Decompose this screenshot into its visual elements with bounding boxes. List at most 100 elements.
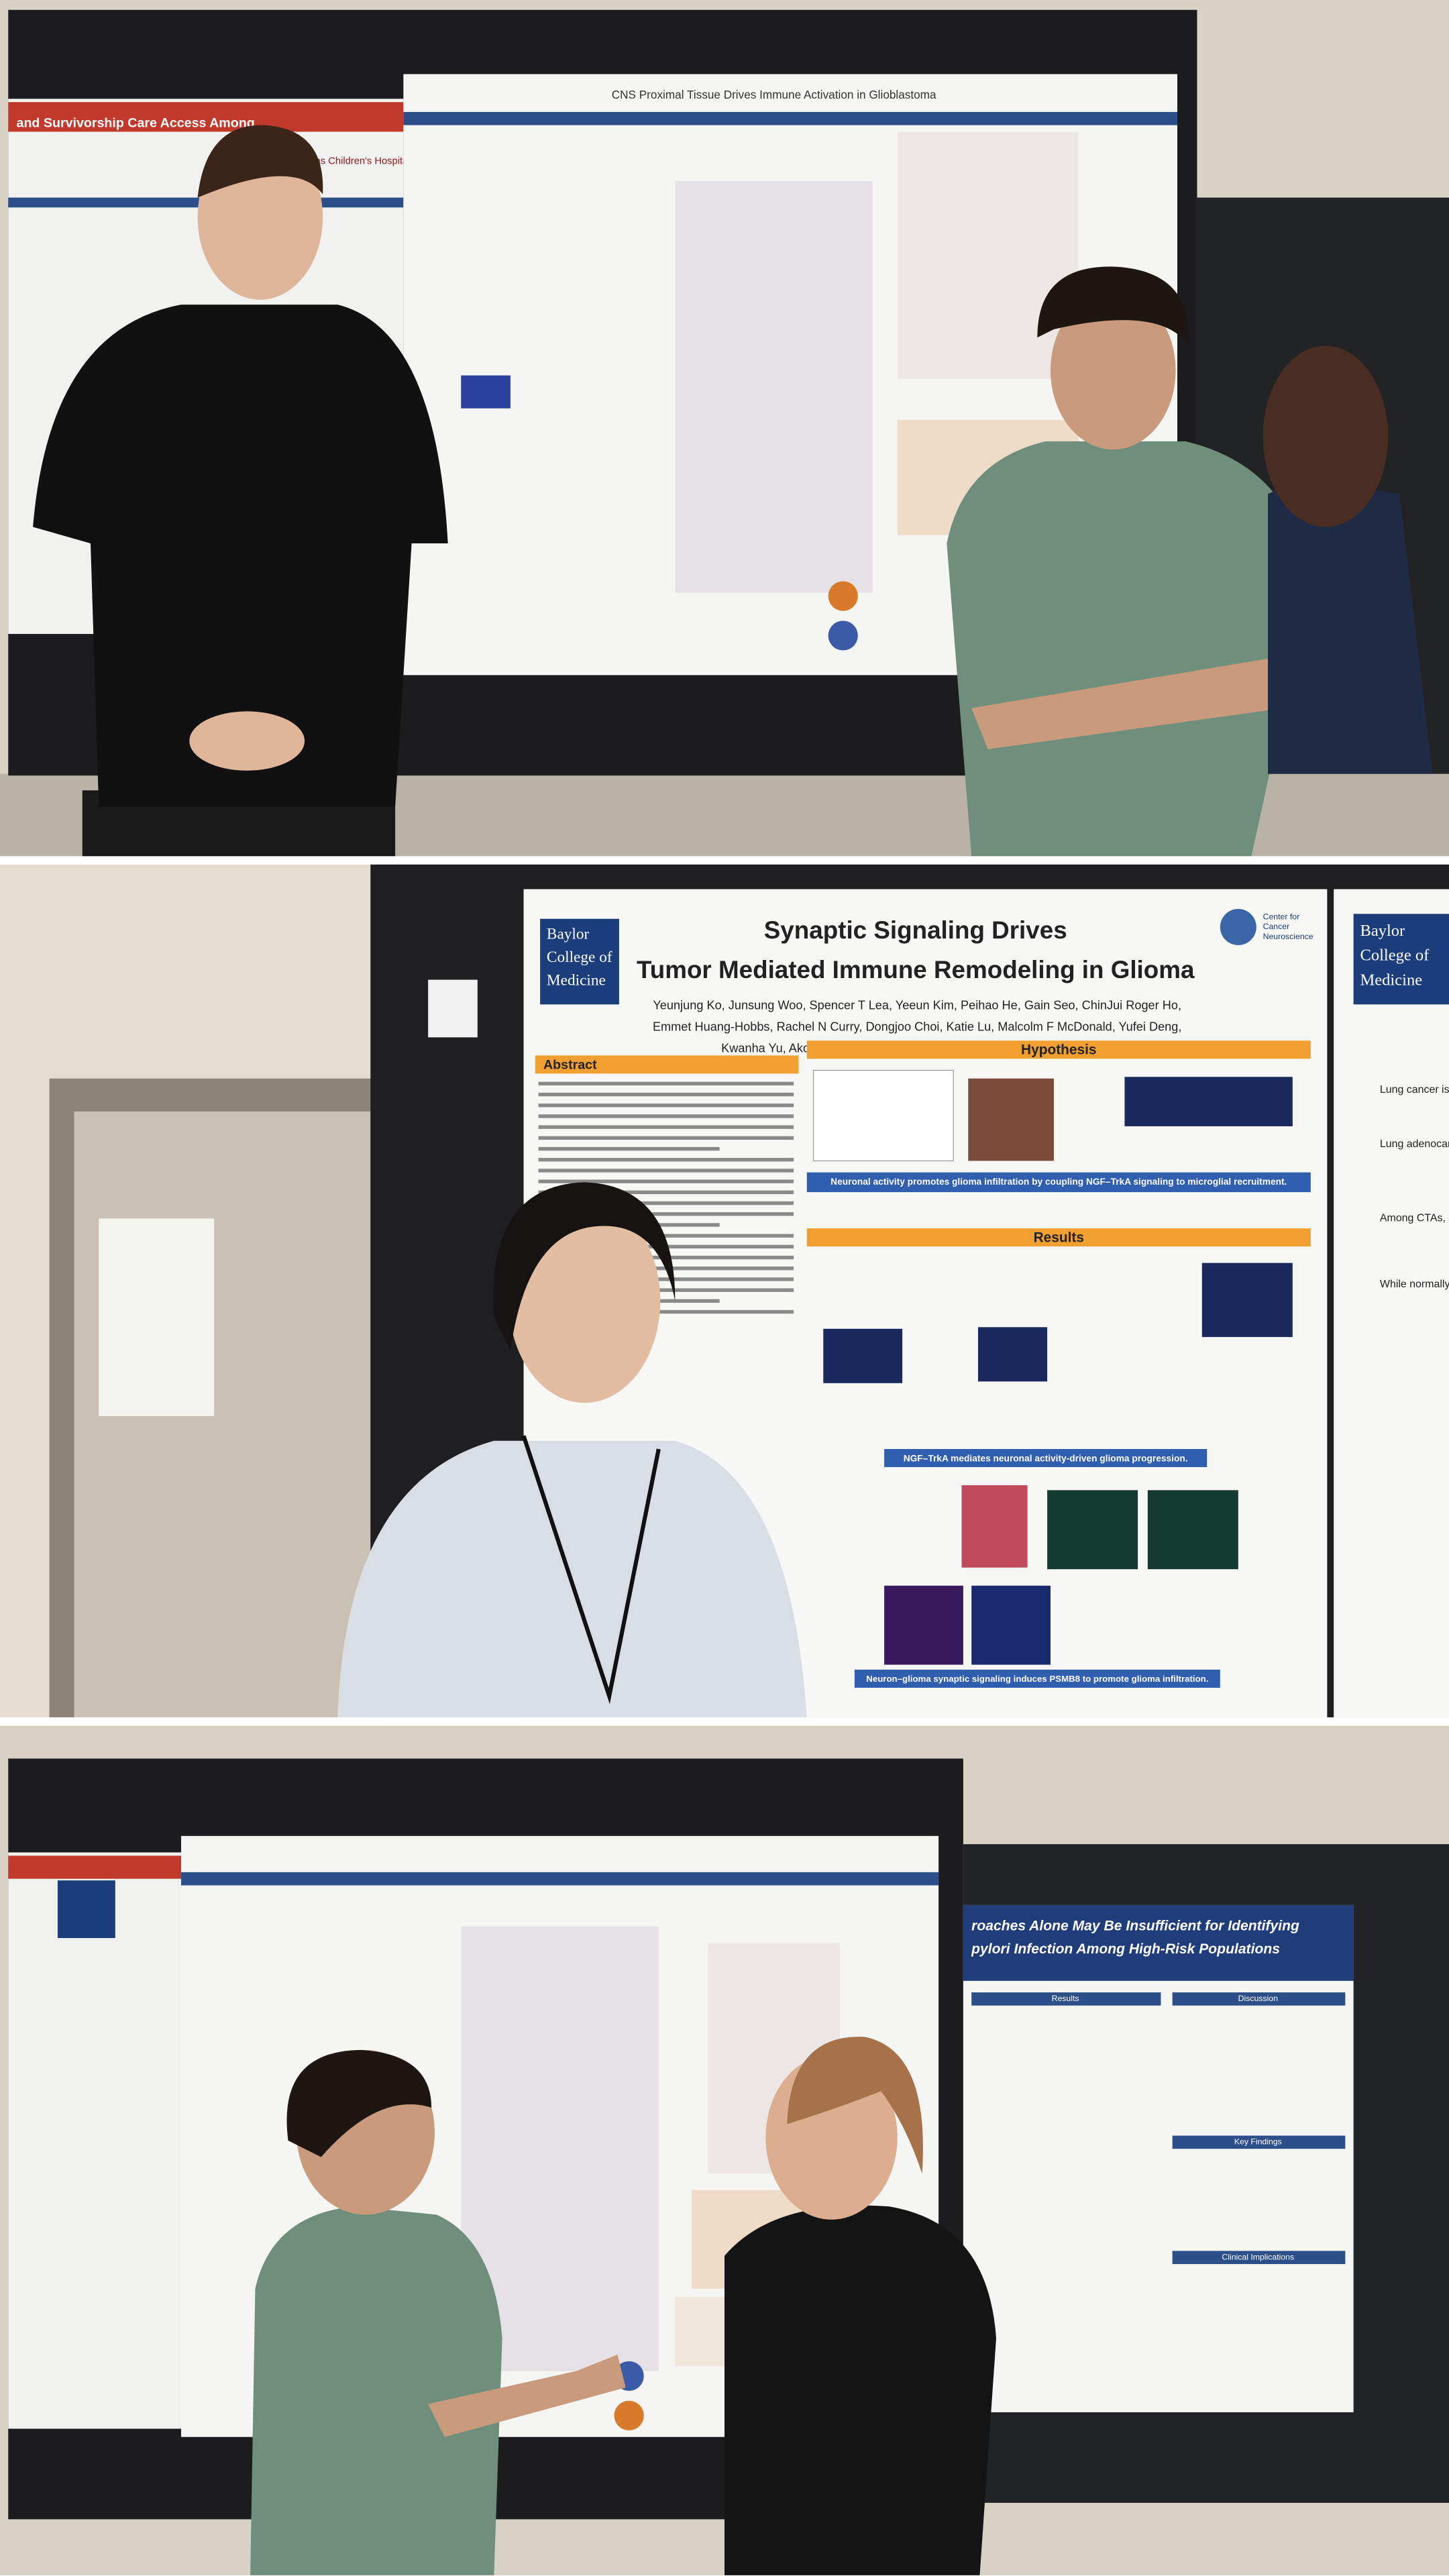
section-header — [1172, 2135, 1346, 2149]
poster-authors: Yeunjung Ko, Junsung Woo, Spencer T Lea,… — [653, 999, 1181, 1012]
poster-authors: Emmet Huang-Hobbs, Rachel N Curry, Dongj… — [653, 1020, 1181, 1033]
poster-header-bar — [181, 1872, 939, 1886]
side-bullet: Among CTAs, M — [1380, 1213, 1449, 1224]
separator — [0, 856, 1449, 865]
caption: Neuronal activity promotes glioma infilt… — [830, 1177, 1287, 1187]
image-figure — [978, 1327, 1048, 1382]
text-line — [538, 1114, 794, 1118]
heatmap-figure — [675, 181, 873, 593]
image-figure — [968, 1078, 1054, 1161]
section-header — [806, 1040, 1311, 1059]
person-arms — [971, 658, 1285, 749]
text-line — [538, 1125, 794, 1129]
image-figure — [884, 1585, 963, 1665]
person-hair — [1263, 345, 1389, 527]
text-line — [538, 1212, 794, 1216]
person-hair — [197, 125, 323, 198]
section-title: Results — [1034, 1230, 1084, 1245]
image-figure — [1124, 1077, 1293, 1126]
person-shirt — [250, 2206, 502, 2575]
person-hair — [493, 1182, 676, 1350]
section-header — [806, 1228, 1311, 1247]
side-bullet: Lung adenocarci — [1380, 1138, 1449, 1150]
poster-title: Synaptic Signaling Drives — [764, 916, 1067, 944]
qr-code — [428, 979, 478, 1038]
heatmap-figure — [961, 1485, 1028, 1568]
person-top — [1268, 486, 1433, 774]
person-arm — [428, 2355, 626, 2437]
image-figure — [1047, 1490, 1138, 1570]
logo-text: Baylor — [1360, 922, 1405, 940]
text-line — [538, 1190, 794, 1195]
person-hair — [1037, 266, 1189, 346]
text-line — [538, 1169, 794, 1173]
text-line — [538, 1158, 794, 1162]
poster-header — [963, 1904, 1354, 1981]
side-poster — [1334, 889, 1449, 1718]
text-line — [538, 1309, 794, 1314]
logo-text: Medicine — [547, 971, 606, 989]
text-line — [538, 1146, 720, 1151]
poster-title: roaches Alone May Be Insufficient for Id… — [971, 1918, 1299, 1933]
logo-box — [1353, 914, 1449, 1005]
side-bullet: While normally r — [1380, 1279, 1449, 1290]
center-text: Center for — [1263, 912, 1300, 921]
section-title: Abstract — [543, 1057, 597, 1072]
image-figure — [461, 375, 511, 409]
text-line — [538, 1092, 794, 1097]
window — [99, 1218, 215, 1416]
person-hair — [787, 2037, 923, 2174]
person-face — [1051, 291, 1176, 450]
caption-box — [854, 1669, 1220, 1688]
text-line — [538, 1179, 794, 1183]
image-figure — [971, 1585, 1051, 1665]
photo-3: roaches Alone May Be Insufficient for Id… — [0, 1725, 1449, 2575]
coffee-cup — [675, 2297, 724, 2367]
image-figure — [1147, 1490, 1238, 1570]
section-header — [1172, 1992, 1346, 2006]
caption: Neuron–glioma synaptic signaling induces… — [866, 1674, 1208, 1684]
photo-1: and Survivorship Care Access Among Texas… — [0, 0, 1449, 857]
text-line — [538, 1136, 794, 1140]
caption: NGF–TrkA mediates neuronal activity-driv… — [904, 1453, 1188, 1463]
poster-header-bar — [8, 102, 404, 132]
caption-box — [806, 1172, 1311, 1193]
text-line — [538, 1288, 794, 1292]
poster-title: CNS Proximal Tissue Drives Immune Activa… — [612, 88, 936, 101]
person-hands — [189, 711, 305, 771]
text-line — [538, 1277, 794, 1281]
left-poster-logo: Texas Children's Hospital — [300, 156, 411, 166]
logo-box — [57, 1880, 115, 1939]
center-text: Cancer — [1263, 922, 1290, 931]
section-title: Hypothesis — [1021, 1042, 1096, 1058]
text-line — [538, 1234, 794, 1238]
person-hair — [286, 2049, 432, 2157]
section-title: Clinical Implications — [1222, 2252, 1294, 2261]
section-title: Results — [1052, 1994, 1079, 2003]
pie-figure — [614, 2400, 644, 2430]
poster-title: pylori Infection Among High-Risk Populat… — [971, 1941, 1280, 1957]
person-shirt — [947, 441, 1309, 857]
side-bullet: Lung cancer is — [1380, 1084, 1449, 1095]
heatmap-figure — [897, 131, 1079, 379]
left-poster-title: and Survivorship Care Access Among — [17, 115, 255, 130]
section-title: Discussion — [1238, 1994, 1278, 2003]
poster-title: Tumor Mediated Immune Remodeling in Glio… — [637, 956, 1195, 983]
person-shirt — [33, 305, 448, 807]
section-header — [535, 1055, 799, 1074]
left-poster — [8, 1852, 184, 2429]
center-logo — [1220, 908, 1256, 945]
section-title: Key Findings — [1234, 2137, 1282, 2147]
text-line — [538, 1201, 794, 1205]
poster-header-bar — [403, 111, 1177, 125]
logo-text: Medicine — [1360, 971, 1422, 989]
person-top — [724, 2205, 996, 2575]
right-poster — [963, 1904, 1354, 2412]
logo-text: Baylor — [547, 926, 590, 943]
logo-box — [540, 918, 619, 1005]
center-text: Neuroscience — [1263, 932, 1313, 941]
pie-figure — [828, 581, 858, 611]
logo-text: College of — [1360, 947, 1430, 965]
